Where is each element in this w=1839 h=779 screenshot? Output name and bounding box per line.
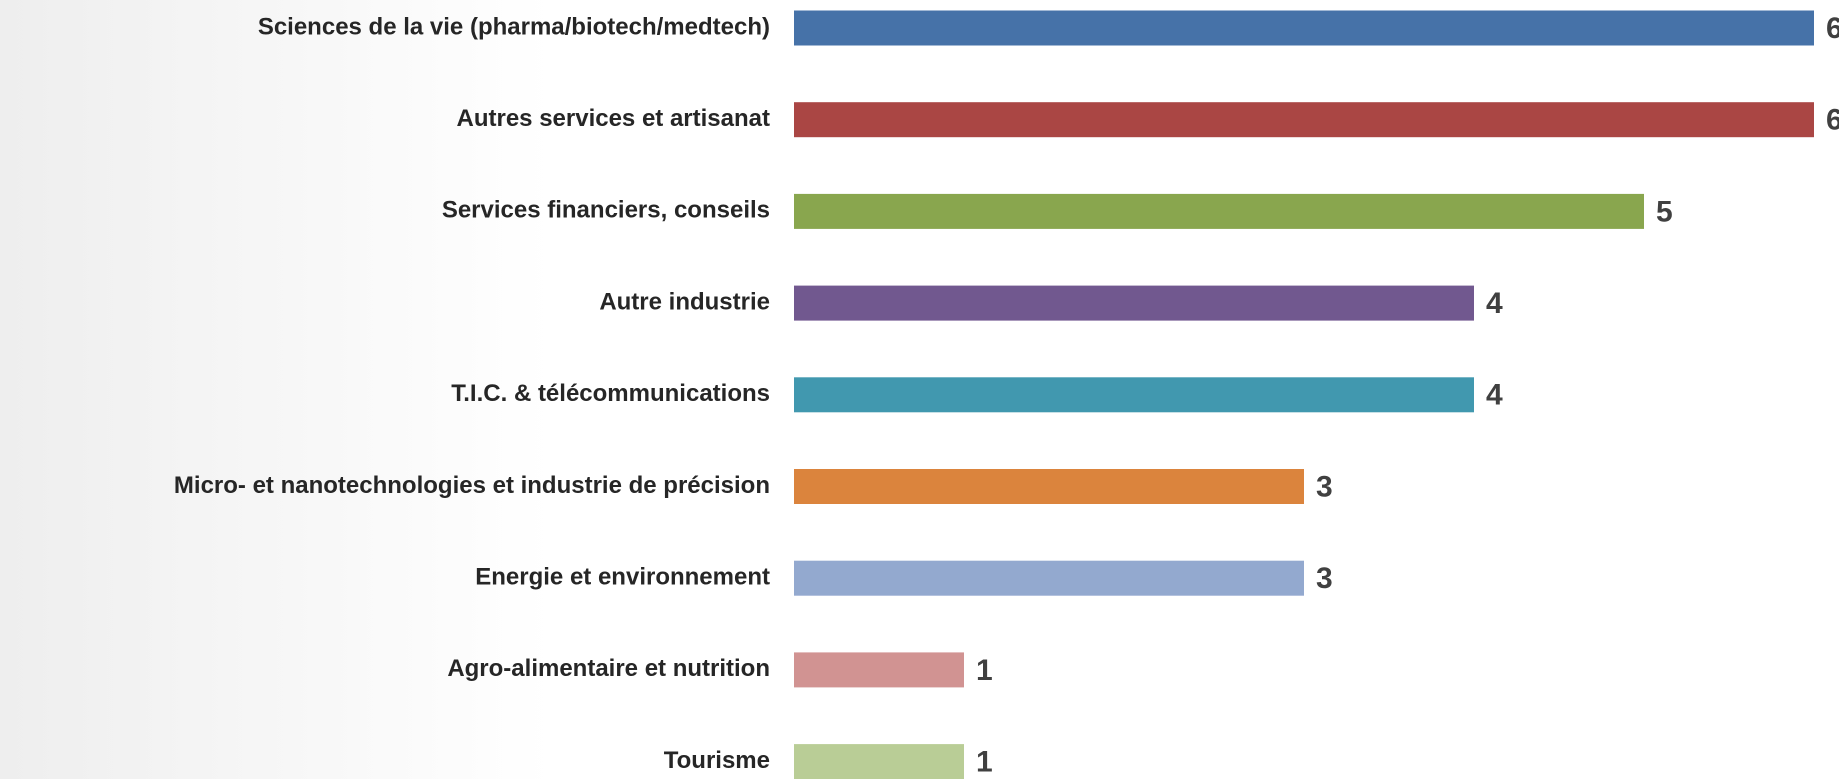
value-label: 4 — [1486, 379, 1503, 412]
value-label: 3 — [1316, 562, 1333, 595]
bar — [794, 377, 1474, 413]
category-label: Services financiers, conseils — [442, 197, 770, 224]
bar — [794, 652, 964, 688]
bar — [794, 193, 1644, 229]
value-label: 5 — [1656, 195, 1673, 228]
bar — [794, 102, 1814, 138]
bar — [794, 469, 1304, 504]
bar — [794, 285, 1474, 321]
category-label: Autres services et artisanat — [457, 105, 771, 132]
value-label: 4 — [1486, 287, 1503, 320]
category-label: Energie et environnement — [475, 564, 770, 591]
category-label: T.I.C. & télécommunications — [451, 380, 770, 407]
category-label: Agro-alimentaire et nutrition — [447, 655, 770, 682]
category-label: Micro- et nanotechnologies et industrie … — [174, 472, 770, 499]
bar — [794, 744, 964, 779]
value-label: 6 — [1826, 12, 1839, 45]
category-label: Sciences de la vie (pharma/biotech/medte… — [258, 13, 770, 40]
category-label: Autre industrie — [599, 288, 770, 315]
value-label: 3 — [1316, 470, 1333, 503]
bar — [794, 10, 1814, 46]
value-label: 1 — [976, 654, 993, 687]
value-label: 1 — [976, 746, 993, 779]
category-label: Tourisme — [664, 747, 770, 774]
bar — [794, 560, 1304, 596]
value-label: 6 — [1826, 104, 1839, 137]
